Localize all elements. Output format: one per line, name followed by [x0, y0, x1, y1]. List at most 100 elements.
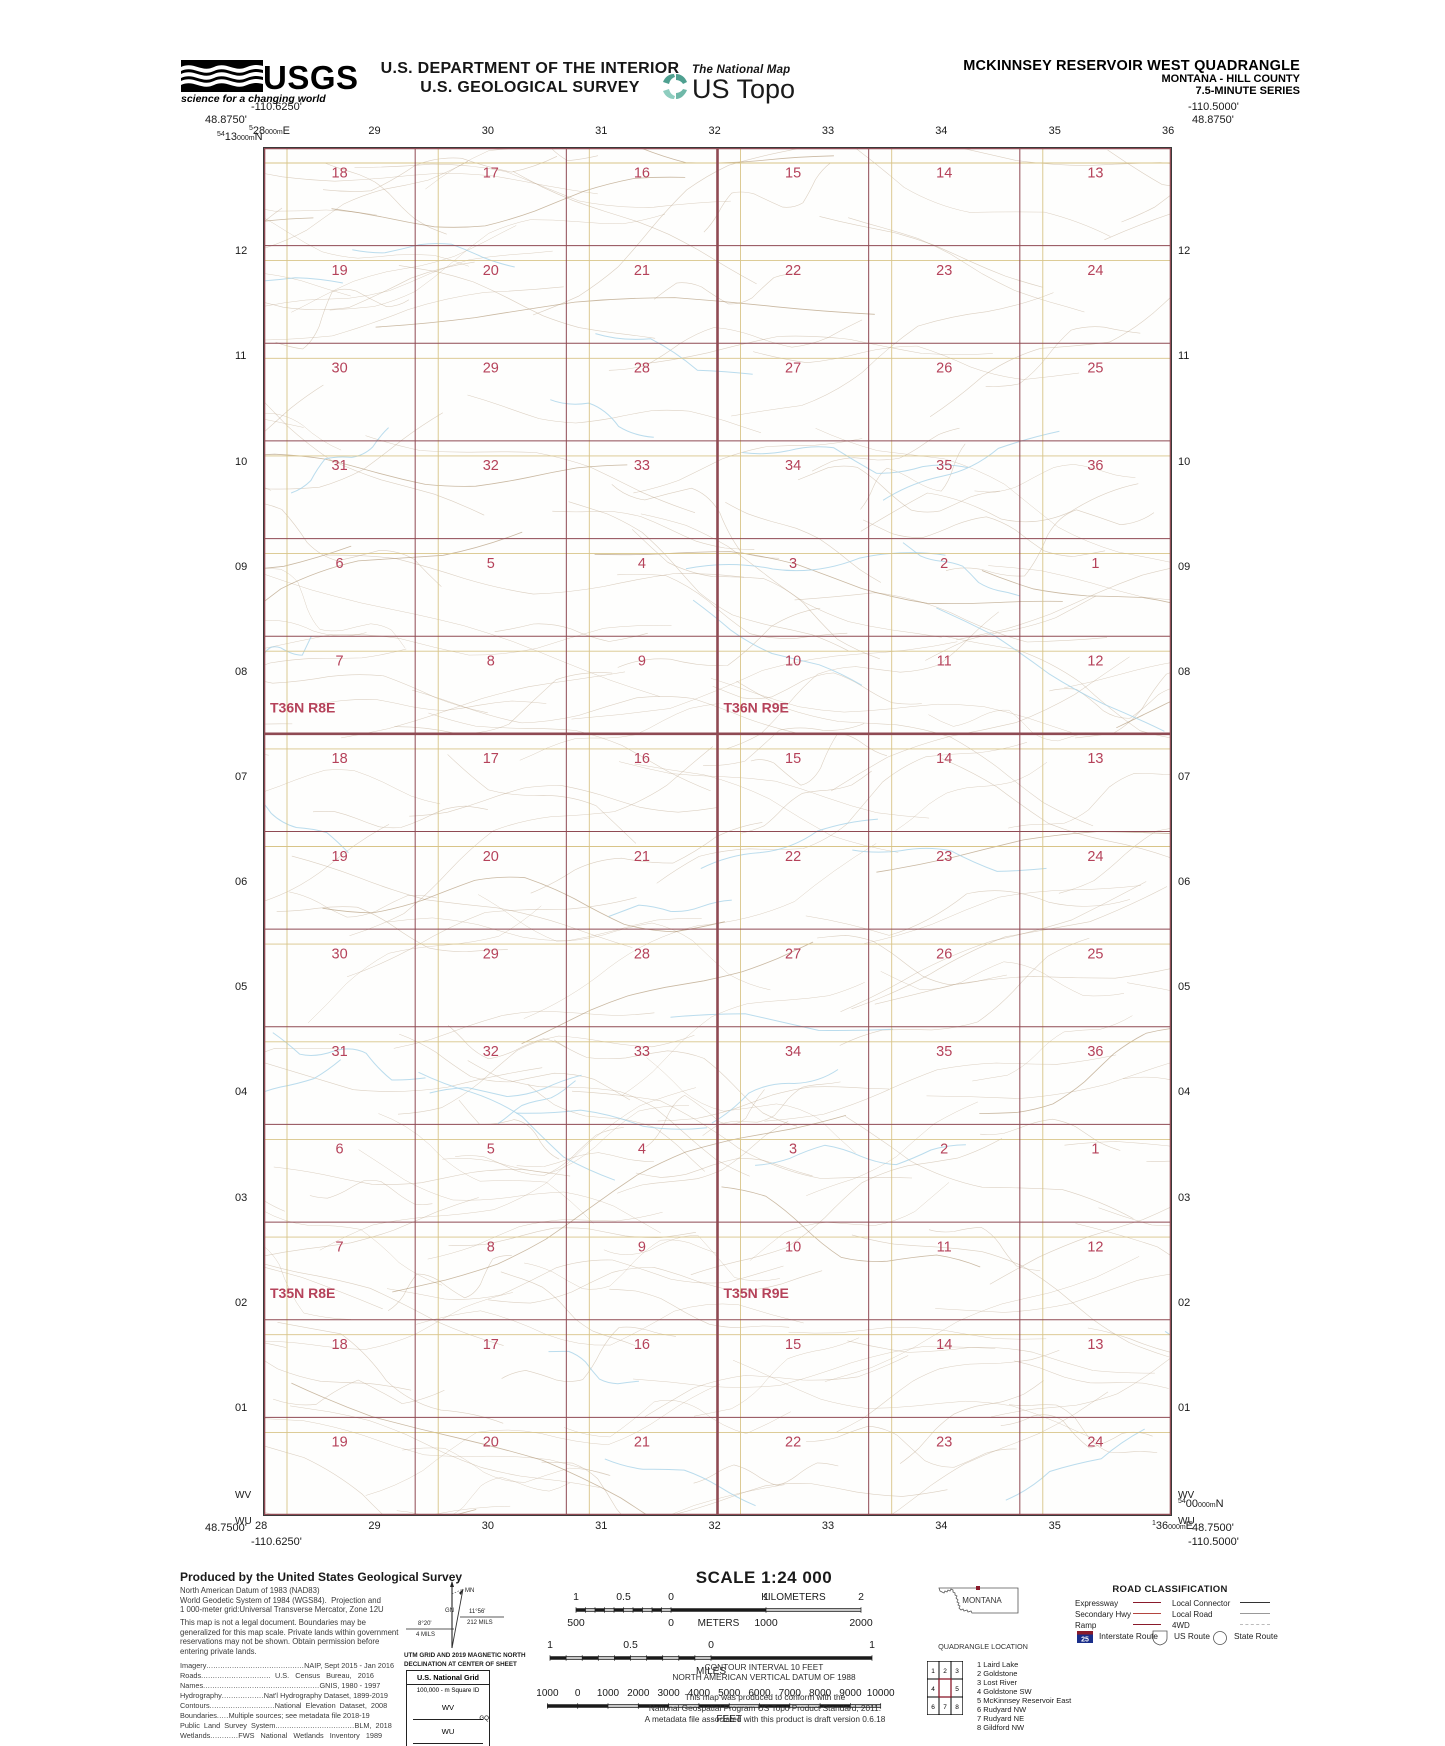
- svg-text:35: 35: [936, 458, 952, 474]
- svg-text:15: 15: [785, 165, 801, 181]
- svg-text:10: 10: [785, 1239, 801, 1255]
- svg-text:0.5: 0.5: [616, 1591, 631, 1603]
- svg-text:1000: 1000: [754, 1617, 778, 1629]
- svg-text:23: 23: [936, 849, 952, 865]
- svg-text:24: 24: [1087, 263, 1103, 279]
- svg-text:17: 17: [483, 165, 499, 181]
- svg-text:0: 0: [575, 1688, 581, 1699]
- svg-text:0: 0: [668, 1617, 674, 1629]
- svg-text:31: 31: [332, 1044, 348, 1060]
- svg-text:6: 6: [931, 1704, 935, 1711]
- svg-text:T35N R9E: T35N R9E: [724, 1285, 789, 1301]
- svg-text:1: 1: [1091, 1142, 1099, 1158]
- svg-text:30: 30: [332, 946, 348, 962]
- svg-text:34: 34: [785, 458, 801, 474]
- svg-text:16: 16: [634, 165, 650, 181]
- svg-text:36: 36: [1087, 1044, 1103, 1060]
- svg-text:1: 1: [869, 1639, 875, 1651]
- svg-text:5: 5: [487, 556, 495, 572]
- svg-text:20: 20: [483, 1435, 499, 1451]
- svg-text:23: 23: [936, 263, 952, 279]
- svg-text:25: 25: [1087, 361, 1103, 377]
- svg-text:4: 4: [638, 1142, 646, 1158]
- svg-text:2: 2: [940, 556, 948, 572]
- svg-text:22: 22: [785, 263, 801, 279]
- svg-text:7: 7: [336, 1239, 344, 1255]
- svg-text:4: 4: [638, 556, 646, 572]
- svg-text:33: 33: [634, 458, 650, 474]
- svg-text:T36N R8E: T36N R8E: [270, 699, 335, 715]
- svg-text:26: 26: [936, 946, 952, 962]
- svg-text:1: 1: [931, 1668, 935, 1675]
- svg-text:METERS: METERS: [698, 1618, 740, 1629]
- svg-text:34: 34: [785, 1044, 801, 1060]
- svg-text:4: 4: [931, 1686, 935, 1693]
- svg-text:17: 17: [483, 751, 499, 767]
- svg-text:8: 8: [487, 1239, 495, 1255]
- svg-text:9: 9: [638, 1239, 646, 1255]
- svg-text:35: 35: [936, 1044, 952, 1060]
- svg-text:29: 29: [483, 946, 499, 962]
- svg-text:20: 20: [483, 849, 499, 865]
- svg-text:32: 32: [483, 1044, 499, 1060]
- svg-text:5: 5: [955, 1686, 959, 1693]
- svg-text:11: 11: [937, 654, 952, 670]
- svg-text:24: 24: [1087, 849, 1103, 865]
- svg-text:T36N R9E: T36N R9E: [724, 699, 789, 715]
- svg-text:0: 0: [708, 1639, 714, 1651]
- svg-text:2: 2: [943, 1668, 947, 1675]
- svg-text:10: 10: [785, 654, 801, 670]
- svg-text:21: 21: [634, 849, 650, 865]
- svg-text:2: 2: [858, 1591, 864, 1603]
- svg-text:8: 8: [487, 654, 495, 670]
- svg-text:23: 23: [936, 1435, 952, 1451]
- svg-text:22: 22: [785, 849, 801, 865]
- svg-text:13: 13: [1087, 751, 1103, 767]
- svg-text:14: 14: [936, 165, 952, 181]
- svg-text:T35N R8E: T35N R8E: [270, 1285, 335, 1301]
- svg-text:1: 1: [573, 1591, 579, 1603]
- svg-text:25: 25: [1087, 946, 1103, 962]
- svg-text:19: 19: [332, 849, 348, 865]
- svg-text:8: 8: [955, 1704, 959, 1711]
- svg-text:13: 13: [1087, 165, 1103, 181]
- svg-text:22: 22: [785, 1435, 801, 1451]
- svg-text:13: 13: [1087, 1337, 1103, 1353]
- svg-text:6: 6: [336, 556, 344, 572]
- svg-text:21: 21: [634, 1435, 650, 1451]
- svg-text:36: 36: [1087, 458, 1103, 474]
- svg-text:12: 12: [1087, 654, 1103, 670]
- svg-text:3: 3: [789, 556, 797, 572]
- svg-text:17: 17: [483, 1337, 499, 1353]
- svg-text:18: 18: [332, 751, 348, 767]
- svg-text:28: 28: [634, 361, 650, 377]
- svg-text:14: 14: [936, 751, 952, 767]
- svg-text:29: 29: [483, 361, 499, 377]
- svg-text:9: 9: [638, 654, 646, 670]
- svg-text:1: 1: [547, 1639, 553, 1651]
- svg-text:5: 5: [487, 1142, 495, 1158]
- svg-text:3: 3: [955, 1668, 959, 1675]
- svg-text:3: 3: [789, 1142, 797, 1158]
- svg-text:25: 25: [1081, 1637, 1089, 1644]
- svg-text:MONTANA: MONTANA: [962, 1596, 1002, 1605]
- svg-text:27: 27: [785, 946, 801, 962]
- svg-text:16: 16: [634, 751, 650, 767]
- svg-text:21: 21: [634, 263, 650, 279]
- svg-text:19: 19: [332, 1435, 348, 1451]
- svg-text:1: 1: [1091, 556, 1099, 572]
- svg-text:16: 16: [634, 1337, 650, 1353]
- svg-text:18: 18: [332, 165, 348, 181]
- svg-text:11: 11: [937, 1239, 952, 1255]
- svg-text:7: 7: [336, 654, 344, 670]
- svg-text:32: 32: [483, 458, 499, 474]
- svg-text:30: 30: [332, 361, 348, 377]
- svg-text:1000: 1000: [536, 1688, 559, 1699]
- svg-text:26: 26: [936, 361, 952, 377]
- svg-text:7: 7: [943, 1704, 947, 1711]
- svg-text:18: 18: [332, 1337, 348, 1353]
- svg-text:15: 15: [785, 1337, 801, 1353]
- svg-text:12: 12: [1087, 1239, 1103, 1255]
- svg-text:19: 19: [332, 263, 348, 279]
- svg-text:500: 500: [567, 1617, 585, 1629]
